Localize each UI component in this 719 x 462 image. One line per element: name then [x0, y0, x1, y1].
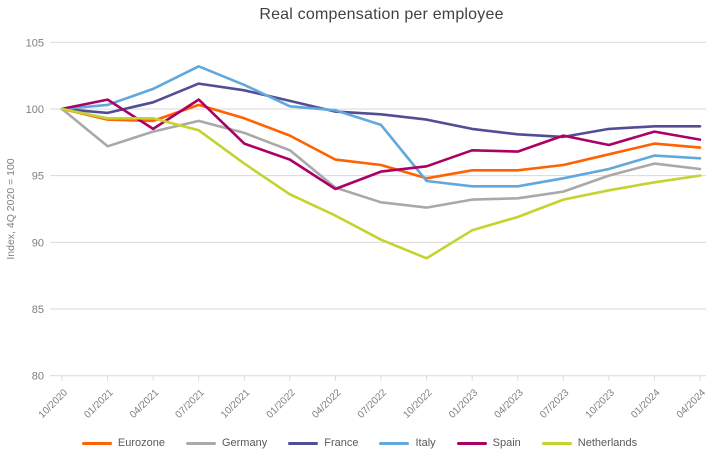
legend: Eurozone Germany France Italy Spain Netherlan…: [0, 437, 719, 449]
legend-swatch-spain: [456, 441, 487, 445]
x-tick-label: 10/2021: [219, 387, 253, 421]
legend-label: Netherlands: [577, 437, 638, 449]
y-axis-title: Index, 4Q 2020 = 100: [5, 158, 17, 259]
y-tick-label: 95: [32, 171, 44, 183]
series-line-italy: [60, 65, 702, 188]
y-tick-label: 90: [32, 237, 44, 249]
legend-item-netherlands: Netherlands: [541, 437, 638, 449]
legend-label: Italy: [415, 437, 436, 449]
y-tick-label: 80: [32, 371, 44, 383]
y-tick-label: 100: [26, 104, 44, 116]
series-line-france: [60, 82, 702, 139]
legend-swatch-netherlands: [541, 441, 572, 445]
x-tick-label: 07/2021: [173, 387, 207, 421]
x-tick-label: 10/2020: [37, 387, 71, 421]
x-tick-label: 10/2023: [584, 387, 618, 421]
x-tick-label: 01/2024: [629, 387, 663, 421]
legend-swatch-germany: [185, 441, 216, 445]
x-tick-label: 04/2022: [310, 387, 344, 421]
legend-label: Eurozone: [117, 437, 165, 449]
legend-swatch-france: [288, 441, 319, 445]
legend-swatch-eurozone: [81, 441, 112, 445]
series-line-germany: [60, 107, 702, 209]
chart-title: Real compensation per employee: [259, 6, 504, 23]
x-tick-label: 04/2024: [675, 387, 709, 421]
x-tick-label: 07/2023: [538, 387, 572, 421]
legend-label: Spain: [492, 437, 521, 449]
x-tick-label: 04/2023: [492, 387, 526, 421]
series-line-spain: [60, 98, 702, 191]
legend-label: Germany: [221, 437, 268, 449]
series-line-netherlands: [60, 107, 702, 260]
x-tick-label: 04/2021: [128, 387, 162, 421]
y-tick-label: 105: [26, 37, 44, 49]
legend-item-eurozone: Eurozone: [81, 437, 165, 449]
series-line-eurozone: [60, 103, 702, 180]
legend-label: France: [324, 437, 359, 449]
x-tick-label: 01/2021: [82, 387, 116, 421]
x-tick-label: 01/2023: [447, 387, 481, 421]
legend-item-italy: Italy: [379, 437, 436, 449]
legend-swatch-italy: [379, 441, 410, 445]
legend-item-spain: Spain: [456, 437, 521, 449]
legend-item-germany: Germany: [185, 437, 268, 449]
x-tick-label: 07/2022: [356, 387, 390, 421]
x-tick-label: 01/2022: [265, 387, 299, 421]
y-tick-label: 85: [32, 304, 44, 316]
legend-item-france: France: [288, 437, 358, 449]
x-tick-label: 10/2022: [401, 387, 435, 421]
